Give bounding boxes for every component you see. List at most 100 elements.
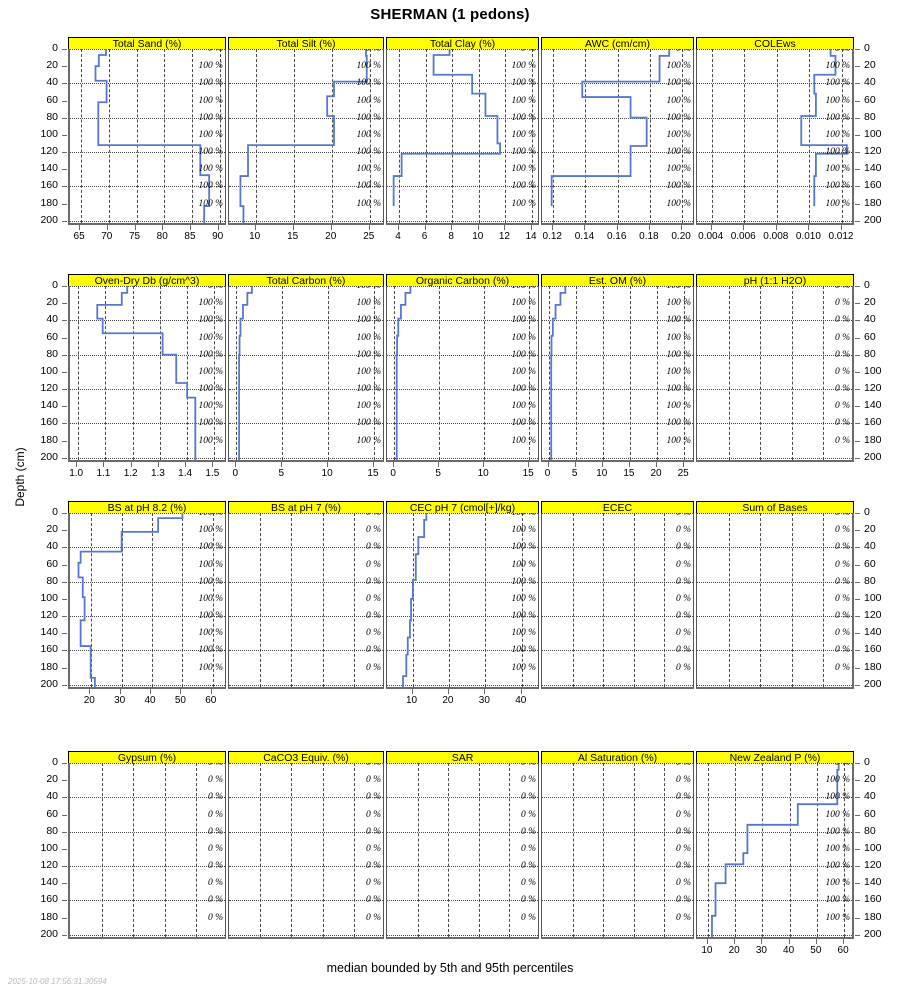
series-line: [800, 49, 848, 207]
gridline-horizontal: [70, 286, 225, 287]
gridline-vertical: [791, 286, 793, 460]
gridline-horizontal: [387, 547, 538, 549]
gridline-horizontal: [70, 152, 225, 154]
gridline-horizontal: [70, 220, 225, 222]
contributing-percent-label: 100 %: [666, 61, 691, 72]
gridline-horizontal: [229, 866, 383, 868]
depth-axis-tick-label-left: 40: [46, 76, 58, 89]
depth-axis-tick-mark-right: [855, 848, 860, 850]
contributing-percent-label: 0 %: [520, 826, 536, 837]
contributing-percent-label: 0 %: [675, 525, 691, 536]
x-axis-tick-label: 20: [728, 945, 740, 956]
depth-axis-tick-mark-left: [62, 389, 67, 391]
contributing-percent-label: 100 %: [825, 912, 850, 923]
depth-axis-tick-mark-right: [855, 667, 860, 669]
depth-axis-tick-mark-right: [855, 616, 860, 618]
gridline-vertical: [478, 763, 480, 937]
x-axis-tick-label: 40: [515, 695, 527, 706]
depth-axis-tick-label-left: 200: [40, 450, 58, 463]
x-axis-tick-label: 10: [701, 945, 713, 956]
contributing-percent-label: 100 %: [511, 435, 536, 446]
x-axis-tick-label: 1.2: [123, 468, 138, 479]
gridline-horizontal: [70, 934, 225, 936]
x-axis-tick-mark: [189, 225, 191, 230]
gridline-vertical: [164, 49, 166, 223]
depth-axis-tick-label-right: 20: [864, 296, 876, 309]
depth-axis-tick-label-left: 100: [40, 364, 58, 377]
x-axis-tick-mark: [368, 225, 370, 230]
gridline-horizontal: [697, 797, 852, 799]
gridline-vertical: [572, 513, 574, 687]
x-axis-tick-label: 0.20: [671, 231, 691, 242]
x-axis-tick-mark: [150, 689, 152, 694]
depth-axis-tick-mark-right: [855, 763, 860, 764]
gridline-vertical: [373, 286, 375, 460]
contributing-percent-label: 0 %: [365, 645, 381, 656]
contributing-percent-label: 0 %: [675, 513, 691, 518]
contributing-percent-label: 0 %: [834, 49, 850, 54]
depth-axis-tick-label-left: 100: [40, 127, 58, 140]
depth-axis-tick-label-left: 0: [52, 42, 58, 54]
depth-axis-tick-label-left: 200: [40, 927, 58, 940]
x-axis-tick-mark: [520, 689, 522, 694]
gridline-vertical: [664, 513, 666, 687]
gridline-horizontal: [229, 934, 383, 936]
gridline-vertical: [603, 763, 605, 937]
gridline-vertical: [439, 286, 441, 460]
contributing-percent-label: 100 %: [198, 95, 223, 106]
contributing-percent-label: 100 %: [356, 112, 381, 123]
contributing-percent-label: 0 %: [675, 559, 691, 570]
contributing-percent-label: 100 %: [356, 384, 381, 395]
x-axis-tick-mark: [106, 225, 108, 230]
contributing-percent-label: 100 %: [666, 164, 691, 175]
depth-axis-tick-label-right: 40: [864, 540, 876, 553]
gridline-vertical: [728, 513, 730, 687]
x-axis-tick-mark: [504, 225, 506, 230]
x-axis-tick-label: 1.1: [96, 468, 111, 479]
depth-axis-tick-mark-left: [62, 117, 67, 119]
depth-axis-tick-label-left: 200: [40, 213, 58, 226]
contributing-percent-label: 100 %: [198, 435, 223, 446]
depth-axis-tick-mark-right: [855, 337, 860, 339]
depth-axis-tick-label-right: 200: [864, 927, 882, 940]
gridline-vertical: [121, 513, 123, 687]
depth-axis-tick-mark-right: [855, 564, 860, 566]
contributing-percent-label: 100 %: [511, 198, 536, 209]
depth-axis-tick-label-right: 60: [864, 557, 876, 570]
depth-axis-tick-label-right: 160: [864, 643, 882, 656]
gridline-vertical: [417, 763, 419, 937]
gridline-vertical: [664, 763, 666, 937]
depth-axis-tick-label-left: 180: [40, 660, 58, 673]
x-axis-tick-mark: [808, 225, 810, 230]
depth-axis-tick-mark-right: [855, 831, 860, 833]
panel-plot-box: 0 % 0 % 0 % 0 % 0 % 0 % 0 % 0 % 0 % 0 %: [386, 763, 539, 939]
x-axis-tick-label: 1.4: [178, 468, 193, 479]
x-axis-tick-label: 20: [325, 231, 337, 242]
x-axis-tick-label: 65: [73, 231, 85, 242]
gridline-vertical: [369, 49, 371, 223]
gridline-vertical: [236, 286, 238, 460]
gridline-horizontal: [70, 49, 225, 50]
gridline-horizontal: [387, 49, 538, 50]
x-axis-tick-label: 25: [677, 468, 689, 479]
x-axis-tick-mark: [648, 225, 650, 230]
depth-axis-tick-mark-left: [62, 581, 67, 583]
x-axis-tick-label: 85: [184, 231, 196, 242]
gridline-vertical: [553, 49, 555, 223]
x-axis-tick-label: 20: [650, 468, 662, 479]
x-axis-tick-mark: [292, 225, 294, 230]
gridline-horizontal: [542, 831, 693, 833]
x-axis-tick-mark: [531, 225, 533, 230]
contributing-percent-label: 100 %: [356, 298, 381, 309]
contributing-percent-label: 100 %: [198, 593, 223, 604]
panel-plot-box: 0 % 100 % 100 % 100 % 100 % 100 % 100 % 100 % 10…: [386, 49, 539, 225]
depth-axis-tick-mark-right: [855, 633, 860, 635]
gridline-vertical: [101, 763, 103, 937]
contributing-percent-label: 100 %: [666, 147, 691, 158]
contributing-percent-label: 0 %: [834, 593, 850, 604]
contributing-percent-label: 0 %: [834, 559, 850, 570]
x-axis-tick-mark: [327, 462, 329, 467]
gridline-vertical: [133, 763, 135, 937]
contributing-percent-label: 100 %: [511, 286, 536, 291]
contributing-percent-label: 0 %: [207, 792, 223, 803]
